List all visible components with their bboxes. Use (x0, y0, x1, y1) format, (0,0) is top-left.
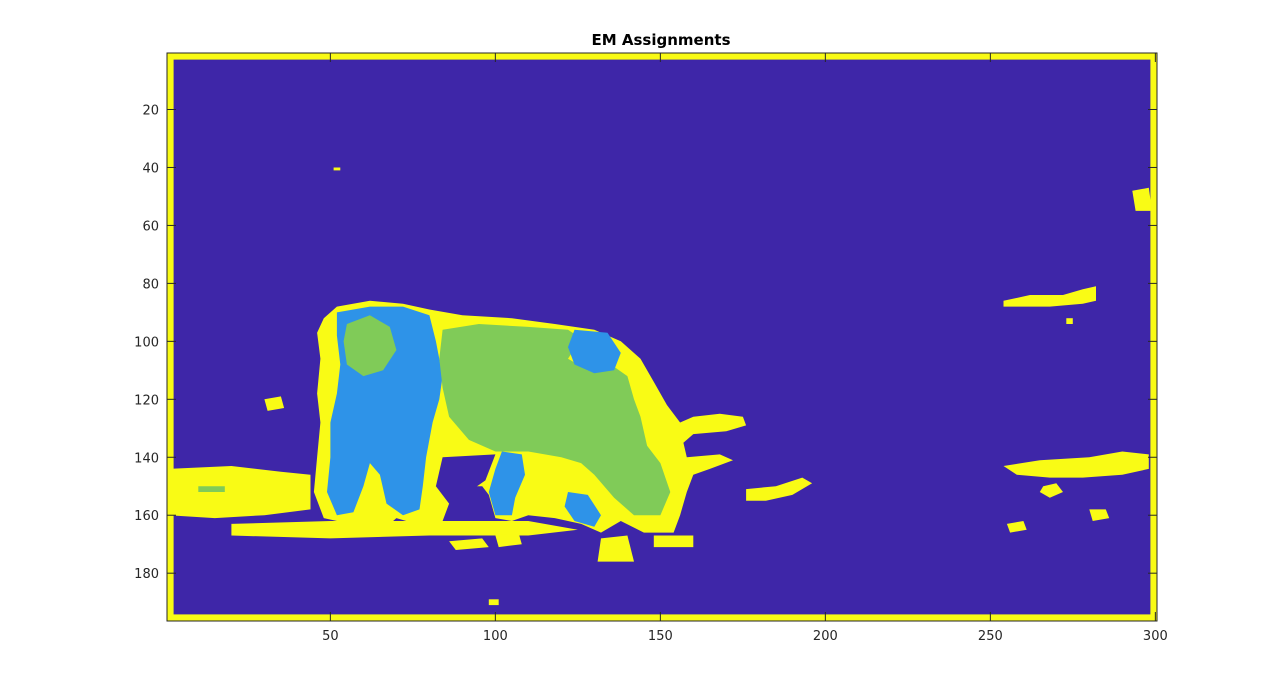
cluster-region-ground-streak (231, 521, 578, 539)
cluster-region-small-blob-4 (264, 396, 285, 411)
x-tick-label: 250 (978, 629, 1003, 644)
cluster-region-animal-leg-mid (488, 451, 525, 516)
y-tick-label: 60 (142, 219, 159, 234)
cluster-region-animal-leg-back (564, 492, 601, 527)
cluster-region-small-blob-6 (495, 532, 522, 548)
y-tick-label: 80 (142, 277, 159, 292)
y-axis: 20 40 60 80 100 120 140 160 180 (134, 104, 1157, 582)
cluster-region-right-blob-a (1003, 286, 1096, 307)
cluster-region-mid-blob (746, 477, 813, 501)
cluster-region-small-blob-11 (1066, 318, 1073, 324)
y-tick-label: 40 (142, 161, 159, 176)
x-tick-label: 100 (483, 629, 508, 644)
cluster-region-left-strip-patch (198, 486, 225, 492)
x-tick-label: 50 (322, 629, 339, 644)
chart-title: EM Assignments (592, 31, 731, 49)
x-tick-label: 150 (648, 629, 673, 644)
x-tick-label: 200 (813, 629, 838, 644)
cluster-region-animal-shoulder (568, 329, 621, 374)
y-tick-label: 20 (142, 104, 159, 119)
cluster-region-small-blob-1 (1039, 483, 1063, 498)
cluster-region-small-blob-5 (449, 538, 489, 550)
y-tick-label: 180 (134, 567, 159, 582)
y-tick-label: 120 (134, 393, 159, 408)
heatmap-image (167, 53, 1157, 621)
x-tick-label: 300 (1143, 629, 1168, 644)
cluster-region-small-blob-3 (1089, 509, 1110, 521)
cluster-region-right-blob-b (1003, 451, 1149, 478)
cluster-region-animal-head-patch (343, 315, 397, 377)
cluster-region-small-blob-2 (1006, 521, 1027, 533)
x-axis: 50 100 150 200 250 300 (322, 53, 1168, 644)
y-tick-label: 100 (134, 335, 159, 350)
cluster-region-small-blob-7 (597, 535, 634, 562)
y-tick-label: 160 (134, 509, 159, 524)
axes-box (166, 52, 1158, 622)
cluster-region-small-blob-8 (653, 535, 694, 548)
cluster-region-small-blob-10 (333, 167, 341, 171)
cluster-region-right-edge-blob (1132, 187, 1152, 211)
cluster-region-left-strip (168, 466, 311, 519)
y-tick-label: 140 (134, 451, 159, 466)
cluster-region-small-blob-9 (488, 599, 499, 606)
cluster-region-animal-body (439, 324, 671, 516)
cluster-region-belly-gap (435, 454, 496, 504)
